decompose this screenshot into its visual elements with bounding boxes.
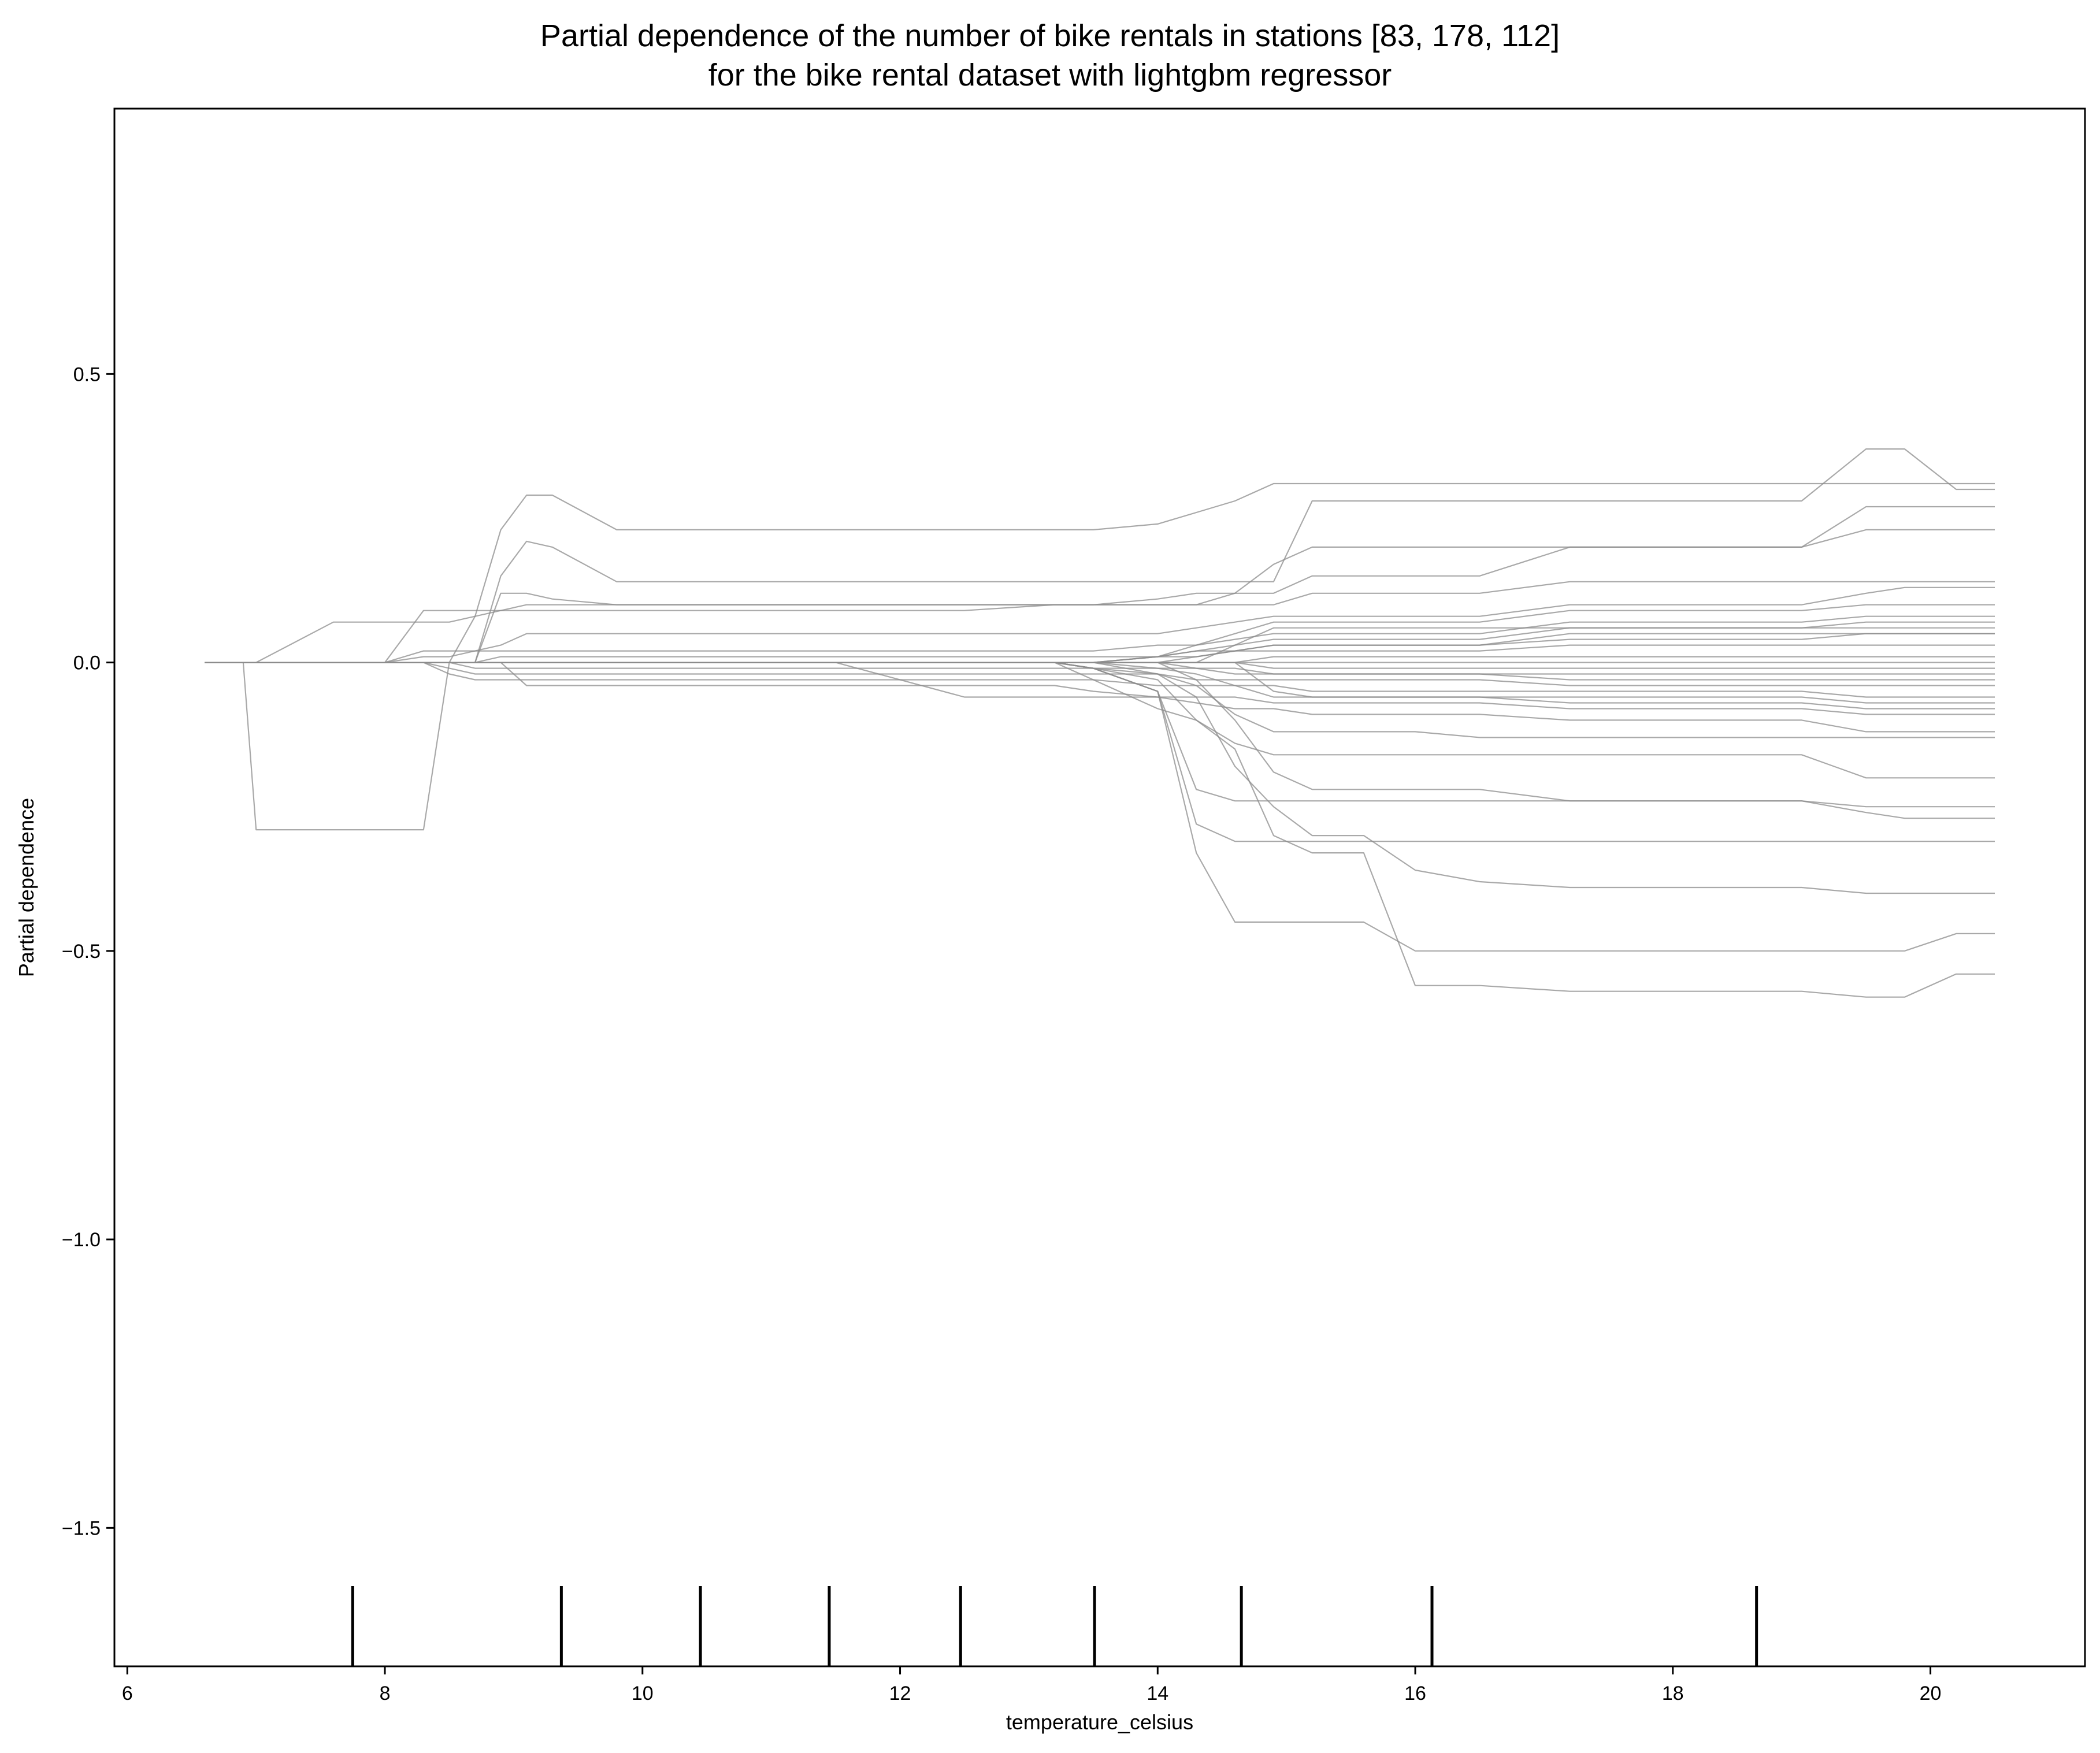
x-tick-label: 8 <box>380 1683 391 1704</box>
chart-title-line-1: Partial dependence of the number of bike… <box>540 18 1560 53</box>
ice-line-8 <box>205 586 1995 663</box>
ice-line-32 <box>205 662 1995 669</box>
x-tick-label: 6 <box>122 1683 133 1704</box>
x-tick-label: 16 <box>1404 1683 1426 1704</box>
x-tick-label: 18 <box>1662 1683 1684 1704</box>
x-tick-label: 12 <box>889 1683 911 1704</box>
x-tick-label: 20 <box>1920 1683 1942 1704</box>
y-axis-ticks: −1.5 −1.0 −0.5 0.0 0.5 <box>62 363 114 1539</box>
x-axis-ticks: 6 8 10 12 14 16 18 20 <box>122 1666 1942 1704</box>
y-tick-label: 0.5 <box>73 363 101 385</box>
y-tick-label: −1.5 <box>62 1517 101 1539</box>
ice-line-9 <box>205 615 1995 663</box>
x-tick-label: 14 <box>1147 1683 1168 1704</box>
y-tick-label: −0.5 <box>62 941 101 963</box>
x-tick-label: 10 <box>632 1683 654 1704</box>
y-tick-label: −1.0 <box>62 1229 101 1251</box>
y-axis-label: Partial dependence <box>14 798 38 977</box>
plot-frame <box>113 107 2086 1667</box>
y-tick-label: 0.0 <box>73 652 101 674</box>
x-axis-label: temperature_celsius <box>1006 1710 1193 1734</box>
ice-lines <box>205 448 1995 998</box>
ice-line-12 <box>205 662 1995 686</box>
ice-line-11 <box>205 662 1995 698</box>
chart-title-line-2: for the bike rental dataset with lightgb… <box>708 58 1392 92</box>
ice-line-7 <box>205 529 1995 663</box>
rug-marks <box>351 1586 1758 1666</box>
